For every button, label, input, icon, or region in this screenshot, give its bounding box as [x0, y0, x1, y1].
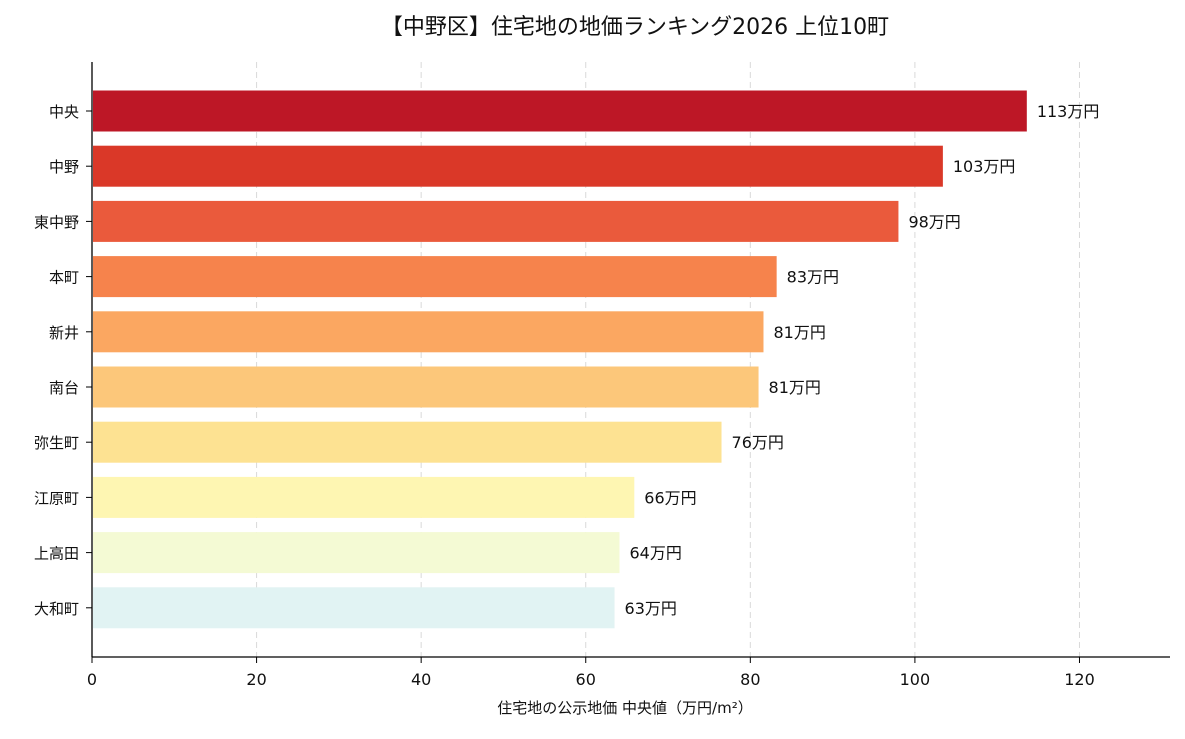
bar [93, 311, 764, 353]
x-tick-label: 80 [740, 670, 760, 689]
bar [93, 256, 777, 298]
y-tick-label: 本町 [49, 269, 79, 287]
bars [93, 90, 1027, 629]
bar [93, 476, 635, 518]
data-label: 66万円 [644, 488, 696, 507]
x-tick-label: 120 [1064, 670, 1095, 689]
y-tick-label: 新井 [49, 324, 79, 342]
data-label: 103万円 [953, 157, 1016, 176]
data-labels: 113万円 103万円 98万円 83万円 81万円 81万円 76万円 66万円 64万円 63… [625, 102, 1100, 618]
data-label: 81万円 [769, 378, 821, 397]
x-tick-label: 20 [246, 670, 266, 689]
data-label: 98万円 [908, 212, 960, 231]
bar [93, 90, 1027, 132]
y-tick-label: 上高田 [34, 545, 79, 563]
data-label: 113万円 [1037, 102, 1100, 121]
data-label: 64万円 [629, 544, 681, 563]
y-tick-label: 南台 [49, 379, 79, 397]
y-tick-label: 弥生町 [34, 434, 79, 452]
chart-title: 【中野区】住宅地の地価ランキング2026 上位10町 [381, 15, 889, 40]
x-tick-label: 60 [576, 670, 596, 689]
data-label: 76万円 [732, 433, 784, 452]
data-label: 63万円 [625, 599, 677, 618]
bar [93, 532, 620, 574]
y-tick-label: 中央 [49, 103, 79, 121]
x-tick-label: 0 [87, 670, 97, 689]
data-label: 83万円 [787, 268, 839, 287]
bar [93, 421, 722, 463]
x-tick-label: 100 [900, 670, 931, 689]
bar [93, 145, 943, 187]
x-tick-label: 40 [411, 670, 431, 689]
data-label: 81万円 [773, 323, 825, 342]
y-tick-label: 東中野 [34, 213, 79, 231]
y-tick-label: 中野 [49, 158, 79, 176]
y-tick-label: 江原町 [34, 489, 79, 507]
x-axis-label: 住宅地の公示地価 中央値（万円/m²） [497, 699, 752, 717]
bar [93, 200, 899, 242]
x-axis-ticks: 0 20 40 60 80 100 120 [87, 657, 1095, 689]
bar [93, 587, 615, 629]
bar [93, 366, 759, 408]
y-tick-label: 大和町 [34, 600, 79, 618]
